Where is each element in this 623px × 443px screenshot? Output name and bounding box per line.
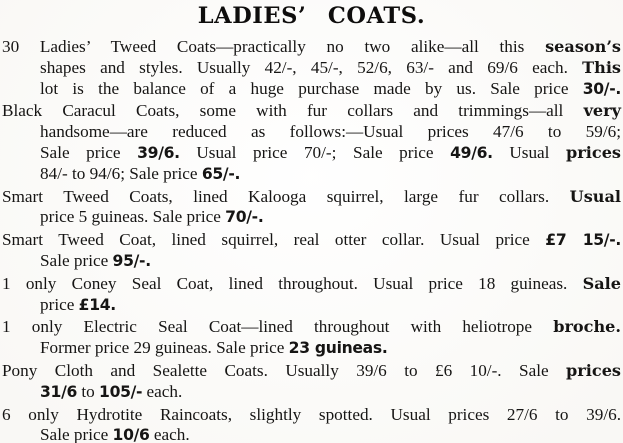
emphasis-word: Usual [569, 186, 621, 206]
ad-item: Smart Tweed Coat, lined squirrel, real o… [2, 230, 621, 272]
text-run: 84/- to 94/6; Sale price [40, 163, 202, 183]
ad-line: Black Caracul Coats, some with fur colla… [2, 101, 621, 122]
ad-line: Pony Cloth and Sealette Coats. Usually 3… [2, 361, 621, 382]
text-run: to [77, 381, 100, 401]
sale-price-emphasis: 49/6. [450, 143, 493, 162]
emphasis-word: season’s [545, 37, 621, 56]
ad-line: price 5 guineas. Sale price 70/-. [2, 207, 621, 228]
emphasis-word: broche. [553, 317, 621, 337]
text-run: Black Caracul Coats, some with fur colla… [2, 101, 584, 121]
sale-price-emphasis: 23 guineas. [288, 339, 388, 358]
text-run: 1 only Coney Seal Coat, lined throughout… [2, 273, 583, 293]
text-run: Sale price [40, 425, 113, 443]
text-run: Smart Tweed Coats, lined Kalooga squirre… [2, 186, 570, 206]
text-run: handsome—are reduced as follows:—Usual p… [40, 122, 621, 142]
ad-body: 30 Ladies’ Tweed Coats—practically no tw… [2, 37, 621, 443]
emphasis-word: prices [566, 142, 621, 162]
ad-item: 6 only Hydrotite Raincoats, slightly spo… [2, 405, 621, 443]
text-run: Sale price [40, 250, 113, 270]
ad-line: 84/- to 94/6; Sale price 65/-. [2, 164, 621, 185]
ad-line: Sale price 95/-. [2, 251, 621, 272]
ad-item: 1 only Electric Seal Coat—lined througho… [2, 317, 621, 359]
ad-line: shapes and styles. Usually 42/-, 45/-, 5… [2, 58, 621, 79]
emphasis-word: This [582, 57, 621, 77]
ad-item: 1 only Coney Seal Coat, lined throughout… [2, 274, 621, 316]
sale-price-emphasis: 65/-. [201, 164, 241, 183]
sale-price-emphasis: £7 15/-. [545, 231, 621, 250]
emphasis-word: prices [566, 360, 621, 380]
text-run: price [40, 294, 79, 314]
ad-item: 30 Ladies’ Tweed Coats—practically no tw… [2, 37, 621, 99]
text-run: Smart Tweed Coat, lined squirrel, real o… [2, 230, 546, 250]
ad-line: 30 Ladies’ Tweed Coats—practically no tw… [2, 37, 621, 58]
text-run: lot is the balance of a huge purchase ma… [40, 78, 583, 98]
ad-line: Smart Tweed Coat, lined squirrel, real o… [2, 230, 621, 251]
emphasis-word: very [583, 101, 621, 121]
ad-line: handsome—are reduced as follows:—Usual p… [2, 122, 621, 143]
ad-item: Black Caracul Coats, some with fur colla… [2, 101, 621, 184]
sale-price-emphasis: 31/6 [40, 382, 78, 401]
text-run: Former price 29 guineas. Sale price [40, 338, 289, 358]
ad-line: Former price 29 guineas. Sale price 23 g… [2, 338, 621, 359]
ad-line: lot is the balance of a huge purchase ma… [2, 79, 621, 100]
text-run: each. [142, 381, 183, 401]
text-run: Usual [492, 142, 567, 162]
sale-price-emphasis: 30/-. [582, 79, 622, 98]
ad-line: 1 only Coney Seal Coat, lined throughout… [2, 274, 621, 295]
sale-price-emphasis: £14. [78, 295, 117, 314]
sale-price-emphasis: 10/6 [112, 426, 150, 443]
ad-line: Sale price 10/6 each. [2, 425, 621, 443]
text-run: Sale price [40, 142, 138, 162]
text-run: price 5 guineas. Sale price [40, 207, 226, 227]
sale-price-emphasis: 95/-. [112, 251, 152, 270]
ad-line: 31/6 to 105/- each. [2, 382, 621, 403]
ad-title: LADIES’ COATS. [197, 3, 426, 29]
text-run: 1 only Electric Seal Coat—lined througho… [2, 317, 554, 337]
sale-price-emphasis: 39/6. [137, 143, 180, 162]
text-run: Usual price 70/-; Sale price [179, 142, 451, 162]
text-run: 6 only Hydrotite Raincoats, slightly spo… [2, 404, 621, 424]
sale-price-emphasis: 70/-. [225, 208, 264, 227]
ad-item: Smart Tweed Coats, lined Kalooga squirre… [2, 187, 621, 229]
ad-line: Smart Tweed Coats, lined Kalooga squirre… [2, 187, 621, 208]
ad-line: 6 only Hydrotite Raincoats, slightly spo… [2, 405, 621, 426]
ad-line: price £14. [2, 295, 621, 316]
ad-item: Pony Cloth and Sealette Coats. Usually 3… [2, 361, 621, 403]
text-run: shapes and styles. Usually 42/-, 45/-, 5… [40, 57, 583, 77]
emphasis-word: Sale [582, 273, 621, 293]
text-run: 30 Ladies’ Tweed Coats—practically no tw… [2, 37, 546, 56]
text-run: Pony Cloth and Sealette Coats. Usually 3… [2, 360, 567, 380]
sale-price-emphasis: 105/- [99, 382, 143, 401]
ad-line: Sale price 39/6. Usual price 70/-; Sale … [2, 143, 621, 164]
text-run: each. [149, 425, 190, 443]
ad-line: 1 only Electric Seal Coat—lined througho… [2, 317, 621, 338]
